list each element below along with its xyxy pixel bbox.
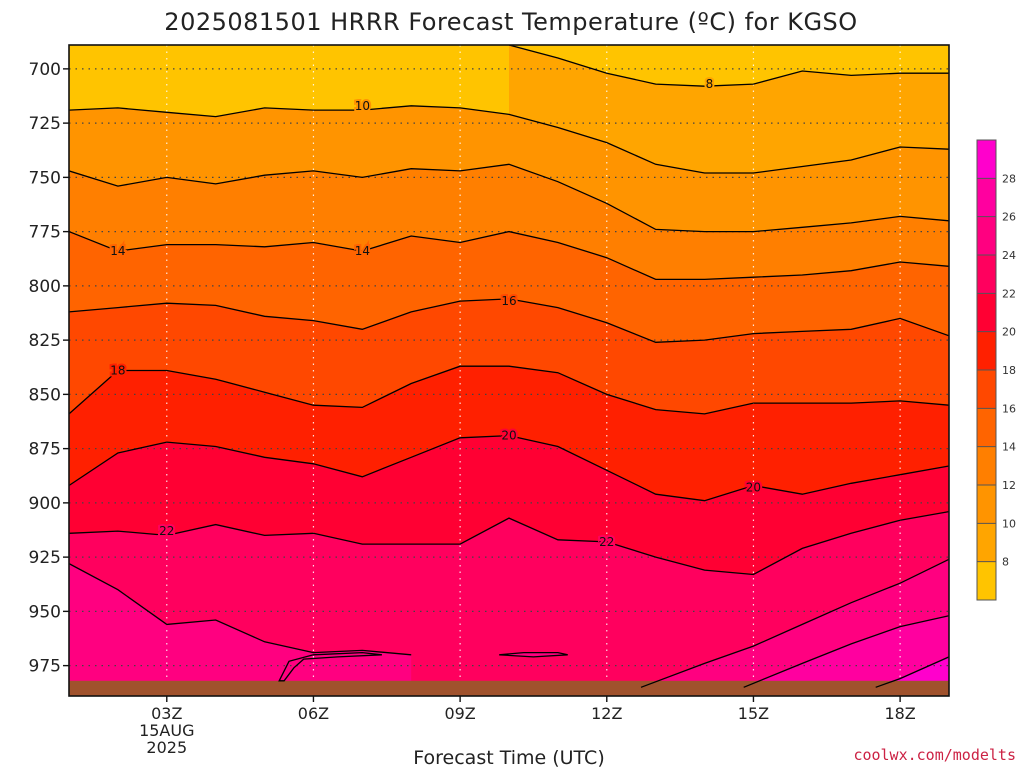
- colorbar: 8 10 12 14 16 18 20 22 24 26 28: [976, 139, 1016, 601]
- isotherm-28-12: [875, 656, 949, 688]
- xtick-label-03Z: 03Z: [151, 704, 182, 723]
- colorbar-segment-14: [977, 408, 996, 448]
- ytick-label-950: 950: [29, 602, 61, 622]
- xtick-label-12Z: 12Z: [591, 704, 622, 723]
- colorbar-segment-24: [977, 216, 996, 256]
- ytick-label-725: 725: [29, 114, 61, 134]
- colorbar-label-10: 10: [1002, 517, 1016, 530]
- colorbar-label-16: 16: [1002, 402, 1016, 415]
- temperature-fill-layer: [69, 45, 949, 696]
- ytick-label-825: 825: [29, 331, 61, 351]
- colorbar-label-24: 24: [1002, 249, 1016, 262]
- xtick-label-06Z: 06Z: [298, 704, 329, 723]
- isotherm-labels: 10 8 14 14 16 18 20 20 22 22: [108, 75, 763, 551]
- isotherm-8-0: [508, 45, 949, 87]
- ytick-label-750: 750: [29, 168, 61, 188]
- isotherm-closed-0: [278, 651, 382, 682]
- colorbar-segment-10: [977, 485, 996, 524]
- xtick-label-18Z: 18Z: [884, 704, 915, 723]
- chart-title: 2025081501 HRRR Forecast Temperature (ºC…: [164, 8, 857, 36]
- y-axis: 700 725 750 775 800 825 850 875 900 925 950 975: [29, 60, 69, 677]
- colorbar-label-8: 8: [1002, 556, 1009, 569]
- colorbar-segment-16: [977, 370, 996, 409]
- xtick-year: 2025: [146, 738, 187, 757]
- ytick-label-850: 850: [29, 385, 61, 405]
- contour-label-16-4: 16: [501, 294, 516, 308]
- contour-label-14-2: 14: [110, 244, 125, 258]
- contour-label-8-1: 8: [706, 77, 714, 91]
- ytick-label-925: 925: [29, 548, 61, 568]
- isotherm-10-1: [69, 105, 949, 174]
- contour-label-22-8: 22: [159, 524, 174, 538]
- colorbar-segment-8: [977, 523, 996, 563]
- isotherm-14-3: [69, 230, 949, 281]
- x-axis-label: Forecast Time (UTC): [413, 747, 604, 768]
- xtick-label-09Z: 09Z: [444, 704, 475, 723]
- credit-text: coolwx.com/modelts: [853, 746, 1016, 764]
- ytick-label-700: 700: [29, 60, 61, 80]
- colorbar-segment-12: [977, 446, 996, 486]
- contour-label-22-9: 22: [599, 535, 614, 549]
- colorbar-segment-22: [977, 255, 996, 294]
- colorbar-label-14: 14: [1002, 441, 1016, 454]
- colorbar-label-28: 28: [1002, 172, 1016, 185]
- contour-label-14-3: 14: [355, 244, 370, 258]
- colorbar-segment-20: [977, 293, 996, 333]
- ytick-label-900: 900: [29, 494, 61, 514]
- ytick-label-875: 875: [29, 440, 61, 460]
- contour-label-10-0: 10: [355, 99, 370, 113]
- colorbar-label-12: 12: [1002, 479, 1016, 492]
- plot-frame: [68, 44, 950, 697]
- isotherm-16-4: [69, 298, 949, 343]
- isotherm-12-2: [69, 163, 949, 233]
- isotherm-lines: [69, 45, 949, 688]
- isotherm-24-10: [640, 558, 949, 688]
- contour-label-18-5: 18: [110, 364, 125, 378]
- isotherm-closed-1: [499, 651, 568, 658]
- isotherm-26-11: [743, 615, 949, 688]
- colorbar-label-20: 20: [1002, 326, 1016, 339]
- colorbar-label-18: 18: [1002, 364, 1016, 377]
- isotherm-18-5: [69, 365, 949, 415]
- temperature-band-24: [69, 563, 412, 696]
- isotherm-20-6: [69, 434, 949, 502]
- temperature-band-26: [743, 615, 949, 696]
- colorbar-segment-18: [977, 331, 996, 371]
- ytick-label-975: 975: [29, 657, 61, 677]
- ground-layer: [69, 680, 949, 696]
- ytick-label-775: 775: [29, 223, 61, 243]
- contour-label-20-6: 20: [501, 429, 516, 443]
- xtick-label-15Z: 15Z: [738, 704, 769, 723]
- colorbar-segment-6: [977, 561, 996, 601]
- colorbar-label-22: 22: [1002, 287, 1016, 300]
- ytick-label-800: 800: [29, 277, 61, 297]
- xtick-date: 15AUG: [139, 721, 194, 740]
- colorbar-label-26: 26: [1002, 211, 1016, 224]
- ground-surface: [69, 680, 949, 696]
- contour-label-20-7: 20: [746, 481, 761, 495]
- colorbar-segment-28: [977, 140, 996, 179]
- isotherm-24-9: [69, 563, 412, 656]
- isotherm-22-7: [69, 510, 949, 576]
- colorbar-segment-26: [977, 178, 996, 218]
